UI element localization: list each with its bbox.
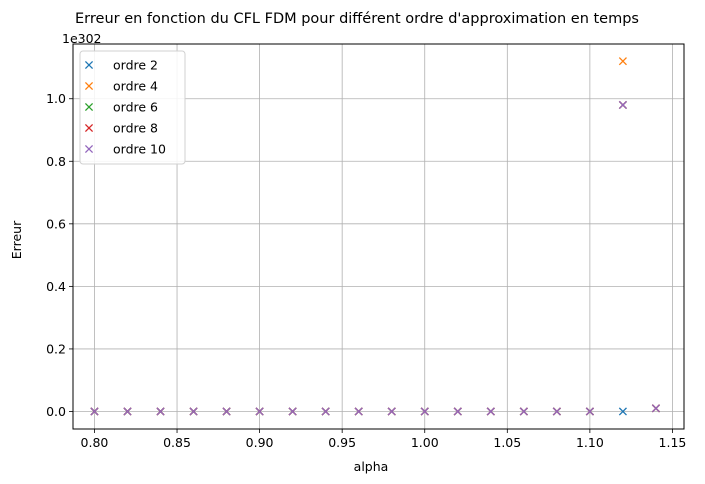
data-point [585,407,594,416]
legend-label: ordre 4 [113,79,158,94]
y-tick-label: 0.8 [46,154,66,169]
y-tick-label: 1.0 [46,91,66,106]
legend-item: ordre 4 [84,79,158,94]
data-point [453,407,462,416]
x-tick-label: 0.85 [163,435,191,450]
data-point [552,407,561,416]
x-axis: 0.80 0.85 0.90 0.95 1.00 1.05 1.10 1.15 [81,429,687,450]
data-point [189,407,198,416]
x-tick-label: 1.15 [659,435,687,450]
data-marks [90,57,660,416]
data-point [420,407,429,416]
data-point [618,407,627,416]
legend-marker [84,123,94,133]
data-point [354,407,363,416]
data-point [123,407,132,416]
y-offset-text: 1e302 [62,31,102,46]
legend-item: ordre 2 [84,58,158,73]
plot-frame [72,43,685,430]
legend-box [79,50,186,165]
x-axis-label: alpha [354,459,389,474]
series-5 [90,100,660,416]
y-tick-label: 0.4 [46,279,66,294]
data-point [618,57,627,66]
x-tick-label: 1.00 [411,435,439,450]
legend-label: ordre 6 [113,100,158,115]
x-tick-label: 0.95 [328,435,356,450]
legend-label: ordre 8 [113,121,158,136]
data-point [651,404,660,413]
data-point [222,407,231,416]
legend: ordre 2 ordre 4 ordre 6 ordre 8 ordre 10 [79,50,186,165]
legend-marker [84,144,94,154]
x-tick-label: 0.90 [246,435,274,450]
legend-item: ordre 10 [84,142,166,157]
data-point [255,407,264,416]
data-point [618,100,627,110]
y-tick-label: 0.0 [46,404,66,419]
x-tick-label: 1.10 [576,435,604,450]
x-tick-label: 0.80 [81,435,109,450]
legend-marker [84,60,94,70]
data-point [288,407,297,416]
data-point [156,407,165,416]
data-point [387,407,396,416]
legend-marker [84,81,94,91]
y-axis-label: Erreur [9,220,24,259]
data-point [321,407,330,416]
data-point [519,407,528,416]
data-point [90,407,99,416]
legend-label: ordre 10 [113,142,166,157]
data-point [486,407,495,416]
chart-title: Erreur en fonction du CFL FDM pour diffé… [75,11,639,27]
legend-item: ordre 6 [84,100,158,115]
y-tick-label: 0.6 [46,216,66,231]
y-axis: 0.0 0.2 0.4 0.6 0.8 1.0 [46,91,73,419]
x-tick-label: 1.05 [493,435,521,450]
legend-label: ordre 2 [113,58,158,73]
legend-item: ordre 8 [84,121,158,136]
y-tick-label: 0.2 [46,341,66,356]
legend-marker [84,102,94,112]
